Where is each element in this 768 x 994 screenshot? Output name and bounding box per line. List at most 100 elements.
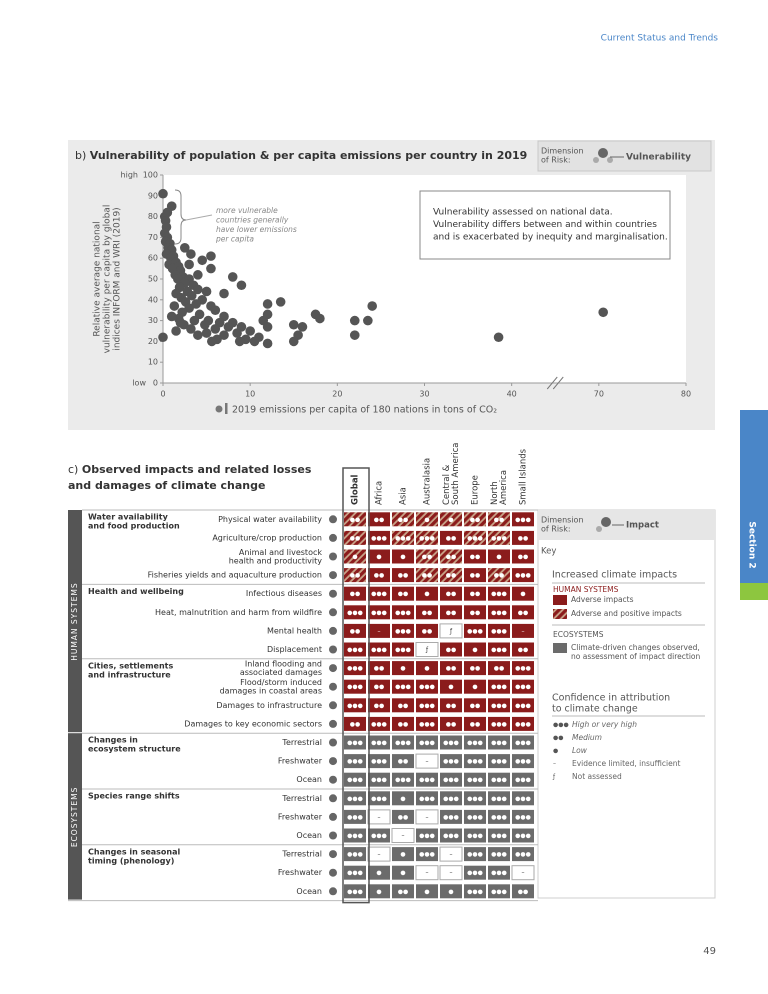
y-end-label: low xyxy=(132,379,146,388)
impact-cell xyxy=(344,791,366,806)
confidence-symbol: ●●● xyxy=(347,870,363,877)
x-tick-label: 70 xyxy=(594,390,604,399)
impact-cell xyxy=(512,586,534,601)
confidence-symbol: ●●● xyxy=(395,535,411,542)
key-dimension-value: Impact xyxy=(626,521,659,531)
impact-icon xyxy=(596,526,602,532)
confidence-symbol: ●●● xyxy=(395,777,411,784)
confidence-symbol: ● xyxy=(496,554,501,561)
note: Vulnerability assessed on national data. xyxy=(433,208,613,218)
row-icon xyxy=(329,738,337,747)
confidence-symbol: ●●● xyxy=(371,609,387,616)
risk-icon xyxy=(607,157,613,163)
impact-cell xyxy=(512,530,534,545)
impact-cell xyxy=(368,772,390,787)
y-tick-label: 70 xyxy=(148,233,158,242)
row-label: Ocean xyxy=(296,887,322,896)
impact-cell xyxy=(344,772,366,787)
key-dimension-label: of Risk: xyxy=(541,525,571,534)
row-label: Agriculture/crop production xyxy=(212,533,322,542)
confidence-symbol: ● xyxy=(400,870,405,877)
confidence-symbol: ●●● xyxy=(467,777,483,784)
key-title: Key xyxy=(541,547,556,557)
data-point xyxy=(184,259,194,270)
data-point xyxy=(158,332,168,343)
data-point xyxy=(162,207,173,218)
data-point xyxy=(262,322,273,332)
confidence-symbol: ●●● xyxy=(395,647,411,654)
confidence-symbol: ●●● xyxy=(443,740,459,747)
confidence-symbol: ●●● xyxy=(467,851,483,858)
impact-cell xyxy=(512,847,534,862)
confidence-symbol: ●●● xyxy=(395,684,411,691)
confidence-symbol: ●● xyxy=(446,665,456,672)
confidence-symbol: ●● xyxy=(398,814,408,821)
impact-cell xyxy=(440,679,462,694)
group-label: and infrastructure xyxy=(88,670,171,679)
confidence-symbol: ●●● xyxy=(419,702,435,709)
system-bar xyxy=(68,510,82,733)
impact-cell xyxy=(344,623,366,638)
data-point xyxy=(173,274,183,284)
impact-cell xyxy=(416,735,438,750)
row-icon xyxy=(329,812,337,821)
data-point xyxy=(179,243,190,253)
impact-cell xyxy=(488,865,510,880)
confidence-symbol: ●●● xyxy=(467,535,483,542)
row-icon xyxy=(329,831,337,840)
y-end-label: high xyxy=(121,171,138,180)
impact-cell xyxy=(344,735,366,750)
confidence-symbol: ●●● xyxy=(419,833,435,840)
impact-cell xyxy=(464,661,486,676)
confidence-symbol: ƒ xyxy=(449,628,453,635)
key-item-label: Adverse impacts xyxy=(571,595,634,604)
impact-cell xyxy=(464,530,486,545)
global-column-frame xyxy=(342,467,370,904)
data-point xyxy=(186,324,196,334)
impact-cell xyxy=(512,884,534,899)
x-tick-label: 80 xyxy=(681,390,691,399)
impact-cell xyxy=(415,642,439,657)
confidence-symbol: ● xyxy=(472,684,477,691)
row-label: Terrestrial xyxy=(281,794,322,803)
confidence-symbol: ●●● xyxy=(553,722,569,729)
confidence-symbol: ●● xyxy=(470,702,480,709)
annotation: have lower emissions xyxy=(216,225,297,234)
impact-cell xyxy=(368,884,390,899)
confidence-symbol: ●●● xyxy=(515,814,531,821)
data-point xyxy=(493,332,504,343)
data-point xyxy=(219,288,229,299)
y-tick-label: 20 xyxy=(148,337,158,346)
confidence-label: Not assessed xyxy=(572,772,622,781)
key-item-label: Climate-driven changes observed, xyxy=(571,643,700,652)
confidence-label: Medium xyxy=(572,733,602,742)
confidence-symbol: ●●● xyxy=(515,572,531,579)
impact-cell xyxy=(512,623,534,638)
confidence-symbol: ● xyxy=(400,795,405,802)
confidence-symbol: ●● xyxy=(422,609,432,616)
column-label: Australasia xyxy=(423,458,433,505)
confidence-symbol: ●●● xyxy=(347,814,363,821)
key-item-label: Adverse and positive impacts xyxy=(571,609,682,618)
group-label: Cities, settlements xyxy=(88,661,173,670)
confidence-symbol: ●●● xyxy=(371,591,387,598)
confidence-symbol: – xyxy=(378,814,381,821)
confidence-symbol: ● xyxy=(376,888,381,895)
risk-label: Dimension xyxy=(541,147,584,156)
confidence-symbol: ●● xyxy=(518,647,528,654)
confidence-symbol: ●●● xyxy=(443,833,459,840)
data-point xyxy=(236,280,247,291)
key-dimension-label: Dimension xyxy=(541,516,584,525)
row-label: Flood/storm induced xyxy=(240,678,322,687)
impact-cell xyxy=(488,512,510,527)
group-label: Health and wellbeing xyxy=(88,587,184,596)
impact-cell xyxy=(392,716,414,731)
confidence-symbol: ●●● xyxy=(347,665,363,672)
confidence-symbol: ● xyxy=(400,665,405,672)
confidence-symbol: ●● xyxy=(470,516,480,523)
impact-cell xyxy=(488,679,510,694)
impact-cell xyxy=(392,809,414,824)
panel-label: b) xyxy=(75,149,86,162)
